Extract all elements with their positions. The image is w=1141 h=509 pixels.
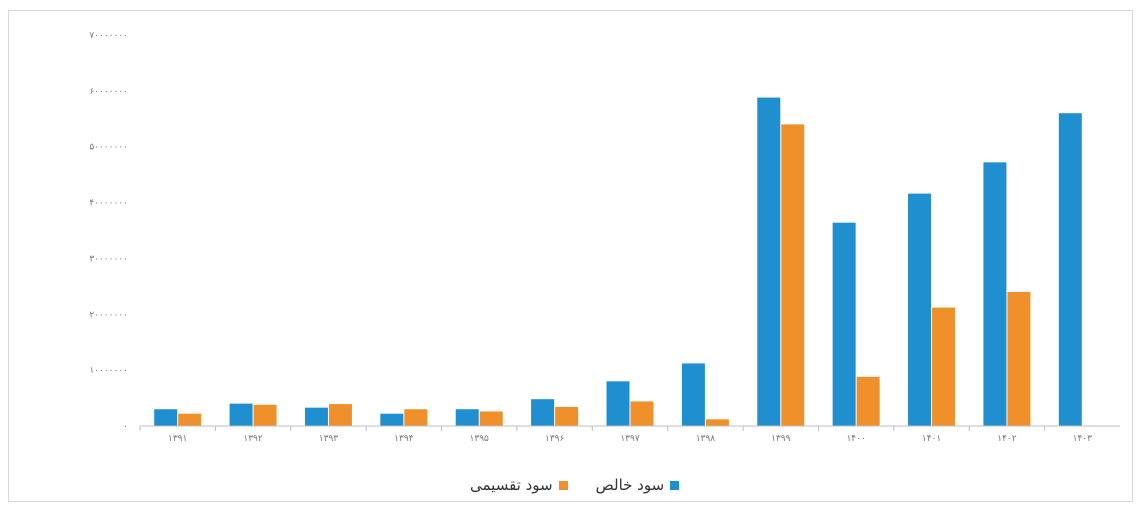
y-tick-label: ۶۰۰۰۰۰۰۰ bbox=[89, 87, 128, 97]
y-tick-label: ۴۰۰۰۰۰۰۰ bbox=[89, 199, 128, 209]
legend: سود خالص سود تقسیمی bbox=[0, 470, 1141, 500]
bar-dividend bbox=[555, 407, 579, 426]
legend-swatch-dividend bbox=[558, 480, 568, 490]
bar-dividend bbox=[932, 307, 956, 426]
legend-label-net-profit: سود خالص bbox=[595, 476, 665, 494]
bar-dividend bbox=[479, 411, 503, 426]
y-tick-label: ۷۰۰۰۰۰۰۰ bbox=[89, 31, 128, 41]
x-tick-label: ۱۳۹۵ bbox=[470, 434, 490, 444]
y-tick-label: ۰ bbox=[123, 422, 128, 432]
y-axis: ۰ ۱۰۰۰۰۰۰۰ ۲۰۰۰۰۰۰۰ ۳۰۰۰۰۰۰۰ ۴۰۰۰۰۰۰۰ ۵۰۰۰۰۰۰… bbox=[89, 31, 128, 432]
x-axis: ۱۳۹۱ ۱۳۹۲ ۱۳۹۳ ۱۳۹۴ ۱۳۹۵ ۱۳۹۶ ۱۳۹۷ ۱۳۹۸ ۱۳۹۹ ۱۴۰۰… bbox=[139, 425, 1120, 444]
bar-net-profit bbox=[154, 409, 178, 426]
bar-dividend bbox=[1007, 291, 1031, 426]
bar-net-profit bbox=[304, 407, 328, 426]
bar-net-profit bbox=[1058, 113, 1082, 426]
bar-dividend bbox=[178, 413, 202, 426]
x-tick-label: ۱۴۰۰ bbox=[846, 434, 865, 444]
x-tick-label: ۱۳۹۴ bbox=[394, 434, 414, 444]
bar-net-profit bbox=[380, 413, 404, 426]
x-tick-label: ۱۴۰۲ bbox=[997, 434, 1017, 444]
bar-net-profit bbox=[229, 403, 253, 426]
x-tick-label: ۱۳۹۳ bbox=[319, 434, 339, 444]
bar-net-profit bbox=[681, 363, 705, 426]
bar-net-profit bbox=[908, 193, 932, 426]
bar-net-profit bbox=[455, 409, 479, 426]
x-tick-label: ۱۳۹۷ bbox=[620, 434, 640, 444]
bar-dividend bbox=[253, 404, 277, 426]
y-tick-label: ۱۰۰۰۰۰۰۰ bbox=[89, 366, 128, 376]
bar-net-profit bbox=[832, 222, 856, 426]
bar-chart: ۰ ۱۰۰۰۰۰۰۰ ۲۰۰۰۰۰۰۰ ۳۰۰۰۰۰۰۰ ۴۰۰۰۰۰۰۰ ۵۰۰۰۰۰۰… bbox=[89, 31, 1120, 444]
y-tick-label: ۳۰۰۰۰۰۰۰ bbox=[89, 254, 128, 264]
x-tick-label: ۱۳۹۱ bbox=[168, 434, 187, 444]
legend-item-net-profit: سود خالص bbox=[596, 476, 680, 494]
bar-dividend bbox=[856, 376, 880, 426]
x-tick-label: ۱۴۰۳ bbox=[1073, 434, 1093, 444]
y-tick-label: ۲۰۰۰۰۰۰۰ bbox=[89, 310, 128, 320]
bar-net-profit bbox=[531, 399, 555, 426]
bar-dividend bbox=[404, 409, 428, 426]
bar-dividend bbox=[781, 124, 805, 426]
x-tick-label: ۱۳۹۸ bbox=[696, 434, 716, 444]
x-tick-label: ۱۳۹۶ bbox=[545, 434, 565, 444]
bar-net-profit bbox=[757, 97, 781, 426]
legend-label-dividend: سود تقسیمی bbox=[470, 476, 553, 494]
x-tick-label: ۱۳۹۲ bbox=[243, 434, 263, 444]
legend-swatch-net-profit bbox=[670, 480, 680, 490]
legend-item-dividend: سود تقسیمی bbox=[470, 476, 568, 494]
x-tick-label: ۱۳۹۹ bbox=[771, 434, 791, 444]
bar-dividend bbox=[705, 419, 729, 426]
x-tick-label: ۱۴۰۱ bbox=[922, 434, 941, 444]
bar-dividend bbox=[630, 401, 654, 426]
y-tick-label: ۵۰۰۰۰۰۰۰ bbox=[89, 143, 128, 153]
bar-dividend bbox=[328, 404, 352, 426]
bars bbox=[154, 97, 1082, 426]
bar-net-profit bbox=[606, 381, 630, 426]
bar-net-profit bbox=[983, 162, 1007, 426]
